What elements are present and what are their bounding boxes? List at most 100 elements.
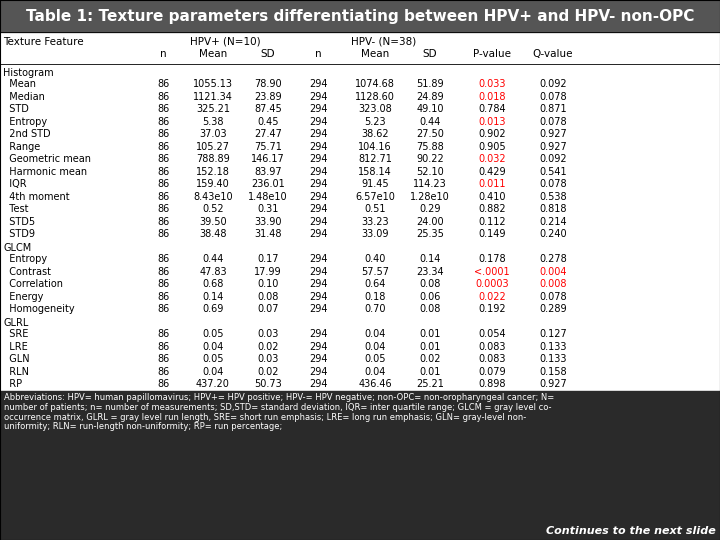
Text: Entropy: Entropy xyxy=(3,117,47,127)
Text: SD: SD xyxy=(261,49,275,59)
Text: 0.541: 0.541 xyxy=(539,167,567,177)
Text: 294: 294 xyxy=(309,92,328,102)
Text: 51.89: 51.89 xyxy=(416,79,444,89)
Text: 86: 86 xyxy=(157,279,169,289)
Text: 0.054: 0.054 xyxy=(478,329,506,339)
Text: 294: 294 xyxy=(309,154,328,164)
Text: 33.23: 33.23 xyxy=(361,217,389,227)
Text: 49.10: 49.10 xyxy=(416,104,444,114)
Text: 86: 86 xyxy=(157,129,169,139)
Text: 0.083: 0.083 xyxy=(478,354,505,364)
Text: SRE: SRE xyxy=(3,329,28,339)
Text: 0.927: 0.927 xyxy=(539,141,567,152)
Text: 24.00: 24.00 xyxy=(416,217,444,227)
Text: 0.004: 0.004 xyxy=(539,267,567,276)
Text: 0.08: 0.08 xyxy=(419,279,441,289)
Text: 0.04: 0.04 xyxy=(202,367,224,377)
Text: 294: 294 xyxy=(309,167,328,177)
Text: 0.133: 0.133 xyxy=(539,354,567,364)
Text: 0.905: 0.905 xyxy=(478,141,506,152)
Text: 0.04: 0.04 xyxy=(364,329,386,339)
Text: 0.784: 0.784 xyxy=(478,104,506,114)
Text: STD5: STD5 xyxy=(3,217,35,227)
Text: 31.48: 31.48 xyxy=(254,230,282,239)
Text: 86: 86 xyxy=(157,379,169,389)
Text: 0.04: 0.04 xyxy=(202,342,224,352)
Text: 0.18: 0.18 xyxy=(364,292,386,302)
Text: 39.50: 39.50 xyxy=(199,217,227,227)
Text: 0.289: 0.289 xyxy=(539,304,567,314)
Text: 0.14: 0.14 xyxy=(202,292,224,302)
Text: 104.16: 104.16 xyxy=(358,141,392,152)
Text: 86: 86 xyxy=(157,304,169,314)
Text: 25.35: 25.35 xyxy=(416,230,444,239)
Text: 0.882: 0.882 xyxy=(478,204,506,214)
Text: 5.38: 5.38 xyxy=(202,117,224,127)
Text: 86: 86 xyxy=(157,179,169,189)
Text: 294: 294 xyxy=(309,117,328,127)
Text: GLN: GLN xyxy=(3,354,30,364)
Text: 0.927: 0.927 xyxy=(539,129,567,139)
Text: 1055.13: 1055.13 xyxy=(193,79,233,89)
Text: 1074.68: 1074.68 xyxy=(355,79,395,89)
Text: 0.902: 0.902 xyxy=(478,129,506,139)
Text: 86: 86 xyxy=(157,254,169,264)
Text: IQR: IQR xyxy=(3,179,27,189)
Text: 0.192: 0.192 xyxy=(478,304,506,314)
Text: 294: 294 xyxy=(309,79,328,89)
Text: 323.08: 323.08 xyxy=(358,104,392,114)
Text: 86: 86 xyxy=(157,217,169,227)
Text: 86: 86 xyxy=(157,192,169,202)
Text: HPV- (N=38): HPV- (N=38) xyxy=(351,37,417,47)
Text: 152.18: 152.18 xyxy=(196,167,230,177)
Text: 8.43e10: 8.43e10 xyxy=(193,192,233,202)
Text: 294: 294 xyxy=(309,141,328,152)
Text: RLN: RLN xyxy=(3,367,29,377)
Text: Mean: Mean xyxy=(361,49,389,59)
Text: Energy: Energy xyxy=(3,292,43,302)
Text: 0.64: 0.64 xyxy=(364,279,386,289)
Text: 788.89: 788.89 xyxy=(196,154,230,164)
Text: 27.47: 27.47 xyxy=(254,129,282,139)
Text: 23.34: 23.34 xyxy=(416,267,444,276)
Text: 0.538: 0.538 xyxy=(539,192,567,202)
Text: Q-value: Q-value xyxy=(533,49,573,59)
Text: 0.52: 0.52 xyxy=(202,204,224,214)
Text: 0.429: 0.429 xyxy=(478,167,506,177)
Text: SD: SD xyxy=(423,49,437,59)
Text: 236.01: 236.01 xyxy=(251,179,285,189)
Text: 114.23: 114.23 xyxy=(413,179,447,189)
Text: 17.99: 17.99 xyxy=(254,267,282,276)
Text: 6.57e10: 6.57e10 xyxy=(355,192,395,202)
Text: 146.17: 146.17 xyxy=(251,154,285,164)
Text: 0.17: 0.17 xyxy=(257,254,279,264)
Text: 294: 294 xyxy=(309,217,328,227)
Text: 0.04: 0.04 xyxy=(364,367,386,377)
Bar xyxy=(0,0,720,32)
Text: 86: 86 xyxy=(157,367,169,377)
Text: 50.73: 50.73 xyxy=(254,379,282,389)
Text: 86: 86 xyxy=(157,342,169,352)
Text: 0.05: 0.05 xyxy=(364,354,386,364)
Text: 0.158: 0.158 xyxy=(539,367,567,377)
Text: <.0001: <.0001 xyxy=(474,267,510,276)
Text: 86: 86 xyxy=(157,329,169,339)
Text: n: n xyxy=(315,49,321,59)
Text: 0.08: 0.08 xyxy=(419,304,441,314)
Text: 294: 294 xyxy=(309,329,328,339)
Text: 0.214: 0.214 xyxy=(539,217,567,227)
Text: Histogram: Histogram xyxy=(3,68,53,78)
Text: Mean: Mean xyxy=(3,79,36,89)
Text: STD: STD xyxy=(3,104,29,114)
Text: 33.09: 33.09 xyxy=(361,230,389,239)
Text: 294: 294 xyxy=(309,279,328,289)
Text: 86: 86 xyxy=(157,204,169,214)
Text: 86: 86 xyxy=(157,104,169,114)
Text: HPV+ (N=10): HPV+ (N=10) xyxy=(190,37,261,47)
Text: 1128.60: 1128.60 xyxy=(355,92,395,102)
Text: 38.62: 38.62 xyxy=(361,129,389,139)
Text: 0.898: 0.898 xyxy=(478,379,505,389)
Text: 0.02: 0.02 xyxy=(257,342,279,352)
Text: Abbreviations: HPV= human papillomavirus; HPV+= HPV positive; HPV-= HPV negative: Abbreviations: HPV= human papillomavirus… xyxy=(4,394,554,402)
Text: RP: RP xyxy=(3,379,22,389)
